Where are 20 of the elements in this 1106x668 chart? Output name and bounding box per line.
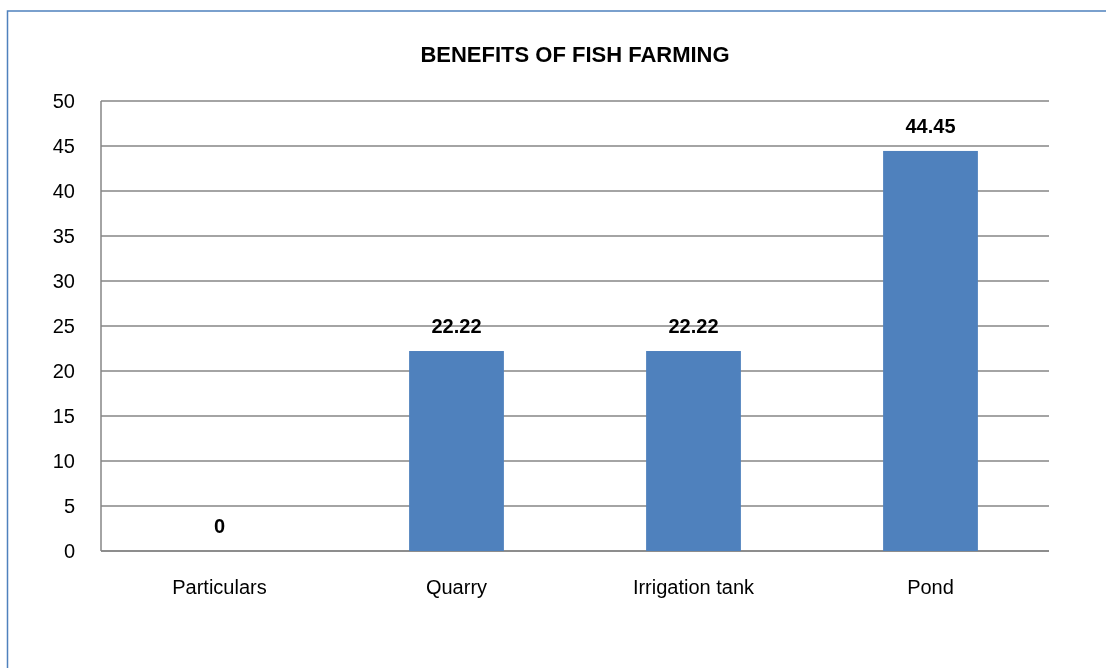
x-tick-label: Irrigation tank [632, 576, 756, 598]
data-label: 0 [213, 515, 226, 537]
x-tick-label: Quarry [425, 576, 488, 598]
y-tick-label: 10 [52, 450, 75, 472]
y-tick-label: 50 [52, 90, 75, 112]
y-tick-label: 0 [63, 540, 75, 562]
y-tick-label: 15 [52, 405, 75, 427]
y-tick-label: 40 [52, 180, 75, 202]
x-tick-label: Particulars [172, 576, 267, 598]
y-tick-label: 45 [52, 135, 75, 157]
data-label: 22.22 [431, 315, 482, 338]
chart-title: BENEFITS OF FISH FARMING [420, 42, 730, 67]
y-tick-label: 20 [52, 360, 75, 382]
y-tick-label: 25 [52, 315, 75, 337]
data-label: 22.22 [668, 315, 719, 338]
data-label: 44.45 [905, 114, 956, 137]
y-tick-label: 30 [52, 270, 75, 292]
y-tick-label: 35 [52, 225, 75, 247]
x-tick-label: Pond [907, 576, 954, 598]
y-tick-label: 5 [63, 495, 75, 517]
